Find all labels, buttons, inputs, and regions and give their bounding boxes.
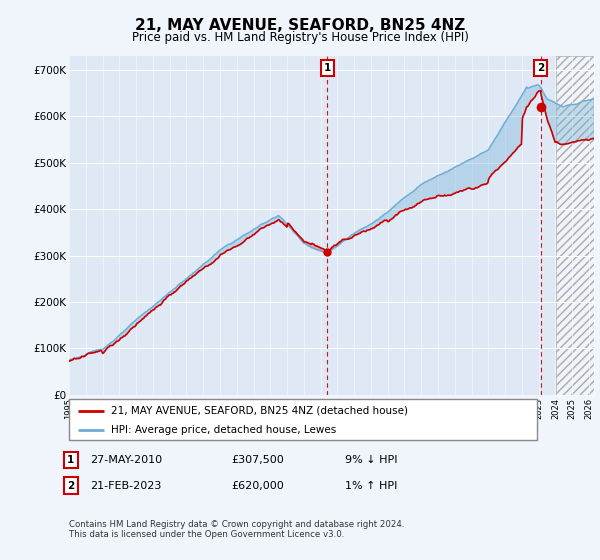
Text: 21-FEB-2023: 21-FEB-2023 xyxy=(90,480,161,491)
Text: £620,000: £620,000 xyxy=(231,480,284,491)
Text: £307,500: £307,500 xyxy=(231,455,284,465)
Text: 9% ↓ HPI: 9% ↓ HPI xyxy=(345,455,398,465)
Text: 21, MAY AVENUE, SEAFORD, BN25 4NZ (detached house): 21, MAY AVENUE, SEAFORD, BN25 4NZ (detac… xyxy=(111,405,408,416)
Text: 2: 2 xyxy=(67,480,74,491)
FancyBboxPatch shape xyxy=(69,399,537,440)
Text: 2: 2 xyxy=(537,63,544,73)
Text: Price paid vs. HM Land Registry's House Price Index (HPI): Price paid vs. HM Land Registry's House … xyxy=(131,31,469,44)
Text: 1: 1 xyxy=(67,455,74,465)
Text: 27-MAY-2010: 27-MAY-2010 xyxy=(90,455,162,465)
Text: HPI: Average price, detached house, Lewes: HPI: Average price, detached house, Lewe… xyxy=(111,425,337,435)
Text: 1% ↑ HPI: 1% ↑ HPI xyxy=(345,480,397,491)
Text: 21, MAY AVENUE, SEAFORD, BN25 4NZ: 21, MAY AVENUE, SEAFORD, BN25 4NZ xyxy=(135,18,465,33)
Text: Contains HM Land Registry data © Crown copyright and database right 2024.
This d: Contains HM Land Registry data © Crown c… xyxy=(69,520,404,539)
Text: 1: 1 xyxy=(323,63,331,73)
